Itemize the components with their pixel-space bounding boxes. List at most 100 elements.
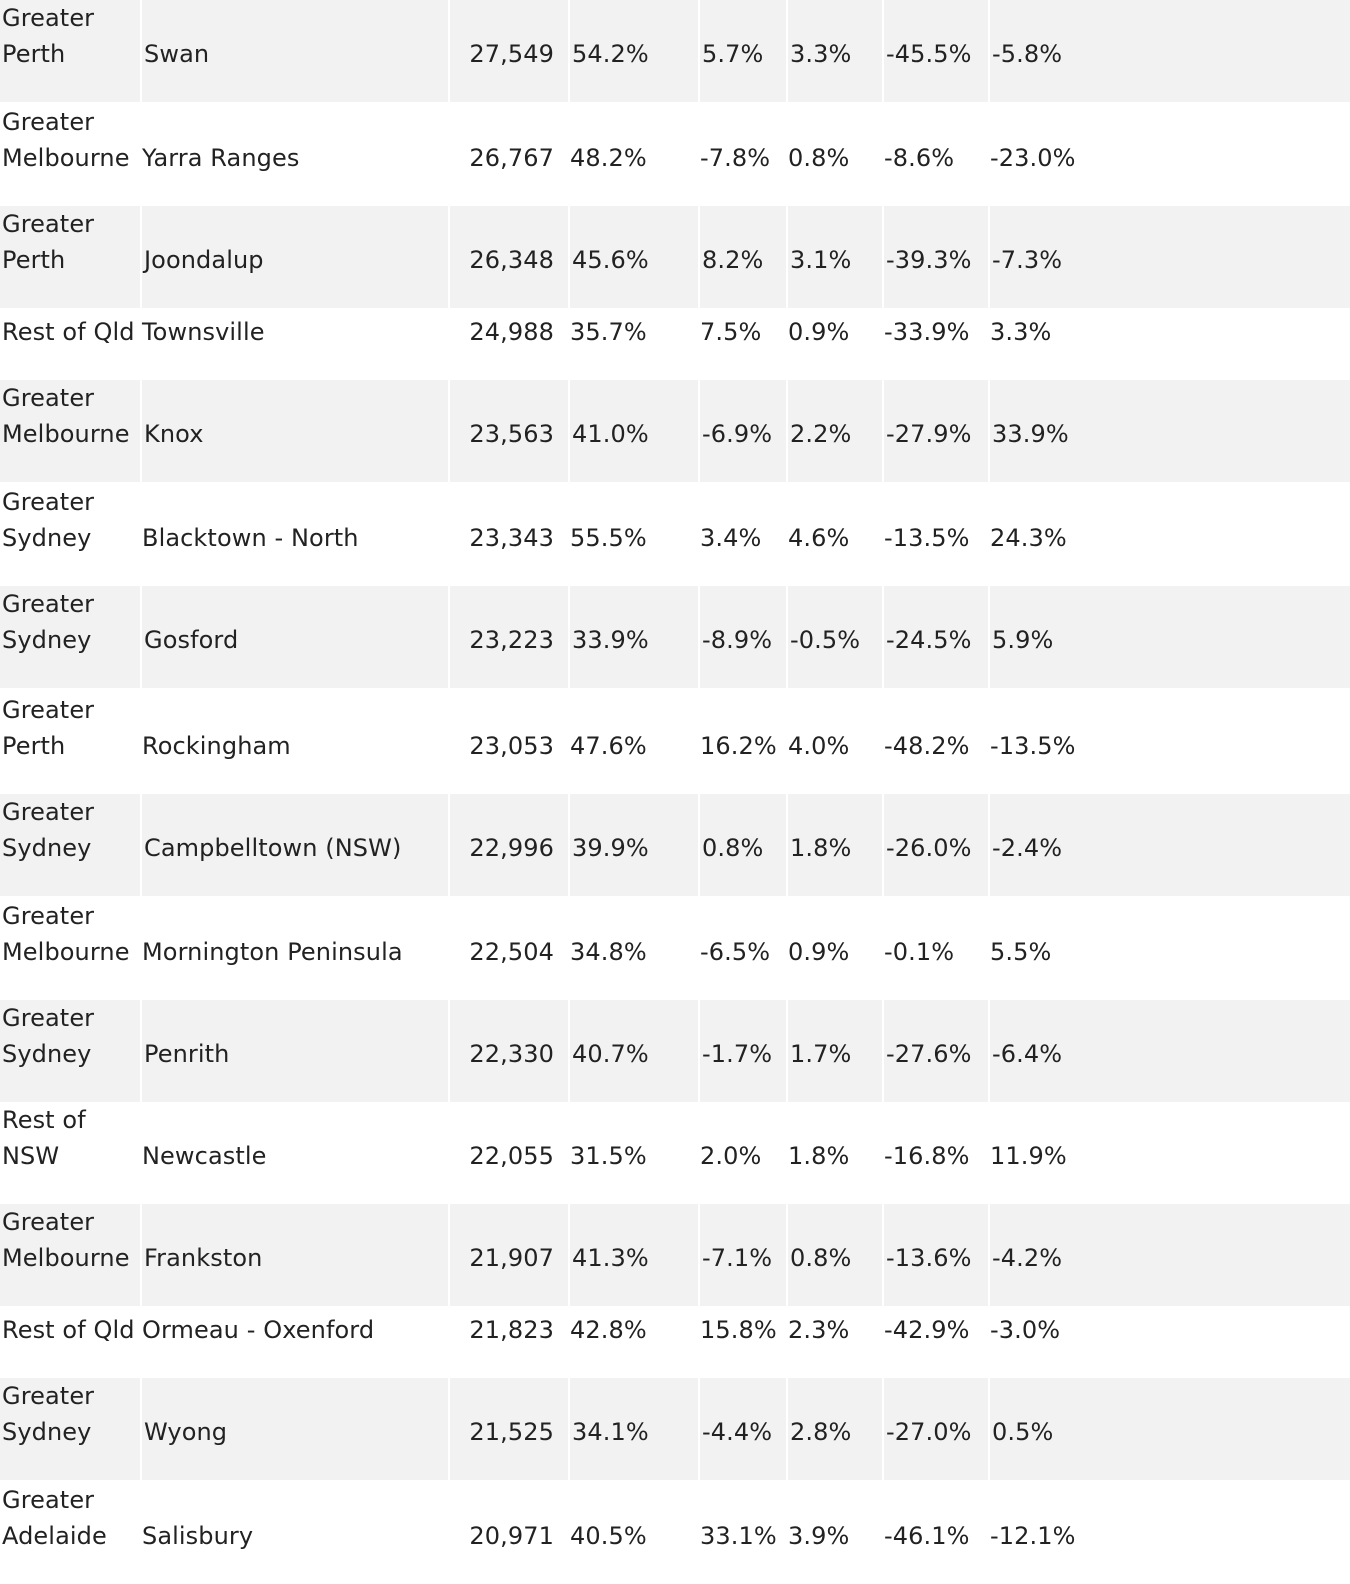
change-1-cell: -6.9% [698,380,786,482]
change-4-cell: -2.4% [988,794,1350,896]
share-cell: 45.6% [568,206,698,308]
value-cell: 26,767 [469,144,554,172]
region-cell: Greater Sydney [0,586,140,688]
table-row: Greater Sydney Gosford 23,223 33.9% -8.9… [0,586,1350,688]
share-cell: 34.8% [570,938,647,966]
change-1-cell: 5.7% [698,0,786,102]
change-4-cell: 0.5% [988,1378,1350,1480]
region-cell: Greater Perth [2,696,95,760]
change-4-cell: 5.9% [988,586,1350,688]
change-1-cell: -4.4% [698,1378,786,1480]
share-cell: 54.2% [568,0,698,102]
share-cell: 55.5% [570,524,647,552]
area-cell: Blacktown - North [142,524,359,552]
table-row: Greater Adelaide Salisbury 20,971 40.5% … [0,1480,1350,1584]
change-2-cell: 0.9% [788,938,850,966]
region-cell: Greater Melbourne [2,108,130,172]
table-row: Greater Perth Swan 27,549 54.2% 5.7% 3.3… [0,0,1350,102]
change-4-cell: 11.9% [990,1142,1067,1170]
value-cell: 21,525 [448,1378,568,1480]
change-1-cell: 0.8% [698,794,786,896]
change-4-cell: 5.5% [990,938,1052,966]
change-1-cell: -8.9% [698,586,786,688]
share-cell: 31.5% [570,1142,647,1170]
area-cell: Wyong [140,1378,448,1480]
change-2-cell: 1.8% [788,1142,850,1170]
change-3-cell: -46.1% [884,1522,970,1550]
change-1-cell: -7.1% [698,1204,786,1306]
table-row: Rest of Qld Ormeau - Oxenford 21,823 42.… [0,1306,1350,1378]
value-cell: 24,988 [469,318,554,346]
area-cell: Joondalup [140,206,448,308]
share-cell: 40.7% [568,1000,698,1102]
change-3-cell: -27.9% [882,380,988,482]
change-3-cell: -24.5% [882,586,988,688]
value-cell: 23,343 [469,524,554,552]
change-3-cell: -13.6% [882,1204,988,1306]
change-4-cell: 24.3% [990,524,1067,552]
change-3-cell: -8.6% [884,144,955,172]
change-2-cell: 1.7% [786,1000,882,1102]
share-cell: 41.0% [568,380,698,482]
region-cell: Greater Adelaide [2,1486,107,1550]
area-cell: Newcastle [142,1142,267,1170]
value-cell: 22,055 [469,1142,554,1170]
change-2-cell: 3.1% [786,206,882,308]
change-1-cell: -7.8% [700,144,771,172]
share-cell: 35.7% [570,318,647,346]
value-cell: 20,971 [469,1522,554,1550]
change-4-cell: -23.0% [990,144,1076,172]
table-row: Rest of NSW Newcastle 22,055 31.5% 2.0% … [0,1102,1350,1204]
table-row: Greater Sydney Penrith 22,330 40.7% -1.7… [0,1000,1350,1102]
change-3-cell: -27.6% [882,1000,988,1102]
table-row: Greater Melbourne Yarra Ranges 26,767 48… [0,102,1350,206]
area-cell: Gosford [140,586,448,688]
change-2-cell: 3.9% [788,1522,850,1550]
table-row: Greater Melbourne Frankston 21,907 41.3%… [0,1204,1350,1306]
value-cell: 23,223 [448,586,568,688]
area-cell: Townsville [142,318,265,346]
value-cell: 21,907 [448,1204,568,1306]
area-cell: Ormeau - Oxenford [142,1316,375,1344]
change-4-cell: -5.8% [988,0,1350,102]
region-cell: Rest of NSW [2,1106,86,1170]
area-cell: Frankston [140,1204,448,1306]
region-cell: Greater Perth [0,0,140,102]
value-cell: 23,563 [448,380,568,482]
region-cell: Rest of Qld [2,1316,135,1344]
value-cell: 23,053 [469,732,554,760]
change-4-cell: 33.9% [988,380,1350,482]
change-4-cell: -3.0% [990,1316,1061,1344]
region-cell: Greater Sydney [2,488,95,552]
region-cell: Greater Melbourne [0,380,140,482]
area-cell: Yarra Ranges [142,144,300,172]
region-cell: Greater Perth [0,206,140,308]
value-cell: 21,823 [469,1316,554,1344]
area-cell: Knox [140,380,448,482]
share-cell: 47.6% [570,732,647,760]
area-cell: Swan [140,0,448,102]
share-cell: 34.1% [568,1378,698,1480]
region-cell: Greater Sydney [0,794,140,896]
change-3-cell: -26.0% [882,794,988,896]
change-2-cell: 1.8% [786,794,882,896]
region-cell: Greater Melbourne [0,1204,140,1306]
change-1-cell: 7.5% [700,318,762,346]
change-2-cell: 0.9% [788,318,850,346]
change-3-cell: -48.2% [884,732,970,760]
region-cell: Greater Sydney [0,1378,140,1480]
change-3-cell: -45.5% [882,0,988,102]
change-1-cell: 33.1% [700,1522,777,1550]
share-cell: 39.9% [568,794,698,896]
value-cell: 27,549 [448,0,568,102]
change-1-cell: 15.8% [700,1316,777,1344]
change-1-cell: 3.4% [700,524,762,552]
table-row: Greater Melbourne Knox 23,563 41.0% -6.9… [0,380,1350,482]
change-2-cell: 4.6% [788,524,850,552]
share-cell: 40.5% [570,1522,647,1550]
table-row: Rest of Qld Townsville 24,988 35.7% 7.5%… [0,308,1350,380]
change-3-cell: -33.9% [884,318,970,346]
change-2-cell: -0.5% [786,586,882,688]
change-1-cell: -6.5% [700,938,771,966]
change-2-cell: 2.2% [786,380,882,482]
